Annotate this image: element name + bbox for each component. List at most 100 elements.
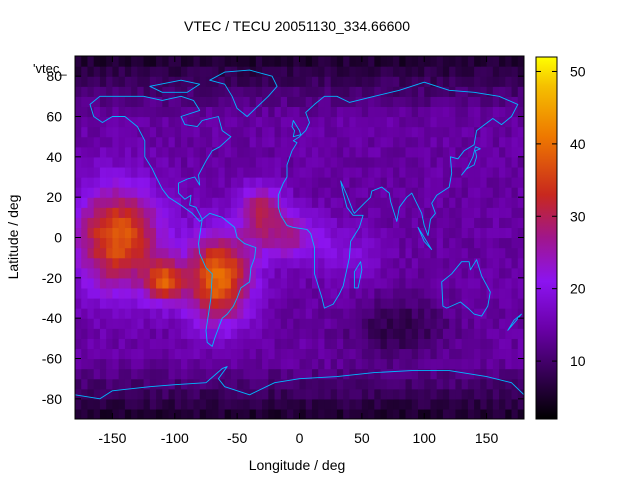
heatmap-cell xyxy=(355,126,363,138)
heatmap-cell xyxy=(349,116,357,128)
coastline-britain xyxy=(291,120,302,138)
heatmap-cell xyxy=(368,308,375,319)
heatmap-cell xyxy=(492,96,500,108)
heatmap-cell xyxy=(137,126,145,138)
heatmap-cell xyxy=(480,177,488,188)
heatmap-cell xyxy=(81,76,89,87)
heatmap-cell xyxy=(442,66,450,77)
heatmap-cell xyxy=(131,328,138,339)
heatmap-cell xyxy=(517,338,524,350)
heatmap-cell xyxy=(224,287,232,299)
heatmap-cell xyxy=(449,368,457,380)
heatmap-cell xyxy=(393,388,400,400)
heatmap-cell xyxy=(93,378,101,390)
heatmap-cell xyxy=(237,328,244,339)
heatmap-cell xyxy=(299,318,307,329)
heatmap-cell xyxy=(486,86,494,97)
heatmap-cell xyxy=(430,388,438,400)
heatmap-cell xyxy=(287,267,294,279)
heatmap-cell xyxy=(218,318,226,329)
heatmap-cell xyxy=(430,287,438,299)
heatmap-cell xyxy=(193,338,201,350)
heatmap-cell xyxy=(156,398,163,410)
heatmap-cell xyxy=(411,368,419,380)
heatmap-cell xyxy=(137,267,145,279)
heatmap-cell xyxy=(449,308,457,319)
heatmap-cell xyxy=(287,378,294,390)
heatmap-cell xyxy=(517,177,524,188)
heatmap-cell xyxy=(449,358,457,370)
heatmap-cell xyxy=(349,348,357,360)
heatmap-cell xyxy=(81,378,89,390)
heatmap-cell xyxy=(405,136,413,148)
heatmap-cell xyxy=(162,106,170,118)
heatmap-cell xyxy=(368,96,375,108)
heatmap-cell xyxy=(380,308,388,319)
heatmap-cell xyxy=(199,388,207,400)
heatmap-cell xyxy=(511,76,519,87)
heatmap-cell xyxy=(305,136,313,148)
heatmap-cell xyxy=(137,237,145,249)
heatmap-cell xyxy=(124,368,132,380)
heatmap-cell xyxy=(212,86,220,97)
heatmap-cell xyxy=(324,308,332,319)
heatmap-cell xyxy=(118,287,126,299)
heatmap-cell xyxy=(181,156,188,168)
heatmap-cell xyxy=(499,207,506,218)
colorbar-tick-label: 10 xyxy=(570,353,586,369)
heatmap-cell xyxy=(455,207,463,218)
heatmap-cell xyxy=(480,66,488,77)
heatmap-cell xyxy=(199,146,207,158)
heatmap-cell xyxy=(81,136,89,148)
heatmap-cell xyxy=(386,66,394,77)
heatmap-cell xyxy=(224,86,232,97)
heatmap-cell xyxy=(455,86,463,97)
heatmap-cell xyxy=(517,146,524,158)
heatmap-cell xyxy=(199,277,207,289)
heatmap-cell xyxy=(287,257,294,269)
heatmap-cell xyxy=(262,277,269,289)
heatmap-cell xyxy=(162,348,170,360)
heatmap-cell xyxy=(268,237,276,249)
heatmap-cell xyxy=(230,388,238,400)
heatmap-cell xyxy=(311,267,319,279)
heatmap-cell xyxy=(280,287,288,299)
heatmap-cell xyxy=(75,76,82,87)
heatmap-cell xyxy=(243,197,251,208)
heatmap-cell xyxy=(149,398,157,410)
heatmap-cell xyxy=(106,338,114,350)
colorbar-tick-label: 20 xyxy=(570,281,586,297)
heatmap-cell xyxy=(249,126,257,138)
heatmap-cell xyxy=(149,408,157,419)
heatmap-cell xyxy=(124,287,132,299)
heatmap-cell xyxy=(449,197,457,208)
heatmap-cell xyxy=(336,217,344,229)
heatmap-cell xyxy=(442,197,450,208)
heatmap-cell xyxy=(305,126,313,138)
heatmap-cell xyxy=(293,197,301,208)
y-tick-label: 60 xyxy=(46,109,62,125)
heatmap-cell xyxy=(156,177,163,188)
heatmap-cell xyxy=(336,187,344,198)
heatmap-cell xyxy=(430,76,438,87)
heatmap-cell xyxy=(218,126,226,138)
heatmap-cell xyxy=(212,247,220,259)
heatmap-cell xyxy=(162,86,170,97)
heatmap-cell xyxy=(287,96,294,108)
heatmap-cell xyxy=(143,126,151,138)
heatmap-cell xyxy=(262,267,269,279)
heatmap-cell xyxy=(511,398,519,410)
heatmap-cell xyxy=(449,146,457,158)
heatmap-cell xyxy=(162,378,170,390)
heatmap-cell xyxy=(430,348,438,360)
heatmap-cell xyxy=(156,136,163,148)
heatmap-cell xyxy=(368,217,375,229)
heatmap-cell xyxy=(87,308,95,319)
heatmap-cell xyxy=(205,328,213,339)
heatmap-cell xyxy=(280,237,288,249)
heatmap-cell xyxy=(287,237,294,249)
heatmap-cell xyxy=(299,408,307,419)
heatmap-cell xyxy=(405,56,413,67)
heatmap-cell xyxy=(218,217,226,229)
heatmap-cell xyxy=(187,398,195,410)
